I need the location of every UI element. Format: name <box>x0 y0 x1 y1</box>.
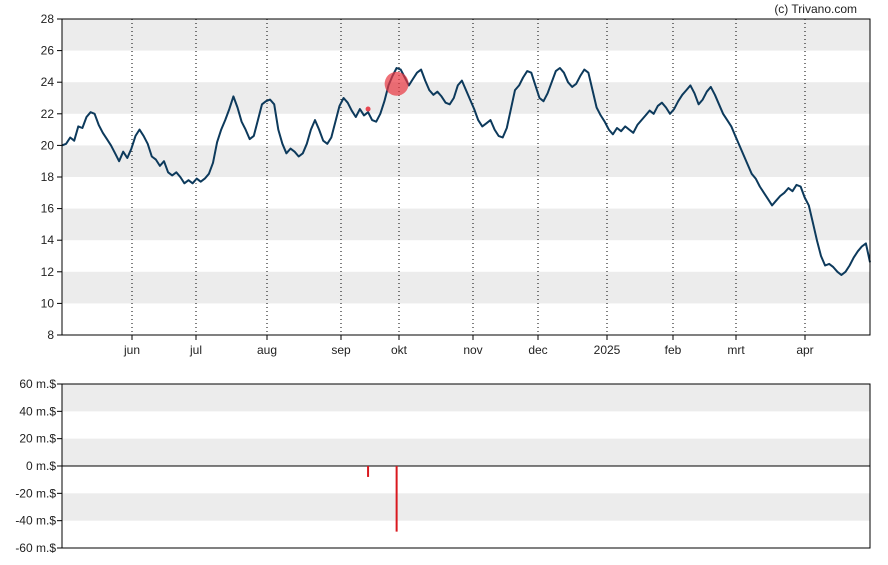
x-tick-label: 2025 <box>594 343 621 357</box>
x-tick-label: nov <box>463 343 482 357</box>
x-tick-label: jun <box>123 343 140 357</box>
y-tick-label: 10 <box>41 296 55 310</box>
y-tick-label: 22 <box>41 107 55 121</box>
price-background-bands <box>62 19 870 304</box>
price-y-axis-ticks: 8 10 12 14 16 18 20 22 24 26 28 <box>41 12 62 342</box>
y-tick-label: 12 <box>41 265 55 279</box>
volume-chart-frame <box>61 383 871 549</box>
trade-marker <box>365 106 371 112</box>
volume-y-axis-ticks: 60 m.$ 40 m.$ 20 m.$ 0 m.$ -20 m.$ -40 m.$ -60… <box>15 377 62 555</box>
y-tick-label: 24 <box>41 75 55 89</box>
volume-band <box>62 384 870 412</box>
volume-background-bands <box>62 384 870 521</box>
volume-y-tick-label: -60 m.$ <box>15 541 56 555</box>
x-tick-label: okt <box>391 343 408 357</box>
volume-y-tick-label: -20 m.$ <box>15 486 56 500</box>
x-tick-label: apr <box>796 343 813 357</box>
y-tick-label: 8 <box>47 328 54 342</box>
y-tick-label: 26 <box>41 44 55 58</box>
price-band <box>62 271 870 304</box>
price-band <box>62 208 870 241</box>
x-tick-label: feb <box>665 343 682 357</box>
trade-markers <box>365 71 409 112</box>
price-band <box>62 19 870 51</box>
volume-bars <box>367 466 398 532</box>
x-tick-label: jul <box>189 343 202 357</box>
volume-band <box>62 493 870 521</box>
price-chart-frame <box>61 18 871 336</box>
copyright-text: (c) Trivano.com <box>774 2 857 16</box>
x-tick-label: aug <box>257 343 277 357</box>
y-tick-label: 18 <box>41 170 55 184</box>
month-gridlines <box>131 19 806 335</box>
x-tick-label: sep <box>331 343 351 357</box>
volume-y-tick-label: 0 m.$ <box>26 459 56 473</box>
price-line <box>61 67 871 276</box>
volume-y-tick-label: -40 m.$ <box>15 514 56 528</box>
volume-y-tick-label: 60 m.$ <box>19 377 56 391</box>
volume-y-tick-label: 40 m.$ <box>19 404 56 418</box>
y-tick-label: 14 <box>41 233 55 247</box>
y-tick-label: 28 <box>41 12 55 26</box>
volume-y-tick-label: 20 m.$ <box>19 432 56 446</box>
y-tick-label: 20 <box>41 138 55 152</box>
y-tick-label: 16 <box>41 202 55 216</box>
trade-marker <box>384 71 409 96</box>
volume-band <box>62 438 870 466</box>
x-tick-label: mrt <box>727 343 745 357</box>
price-band <box>62 82 870 114</box>
price-band <box>62 145 870 177</box>
month-x-axis-ticks: jun jul aug sep okt nov dec 2025 feb mrt apr <box>123 335 814 357</box>
x-tick-label: dec <box>528 343 547 357</box>
